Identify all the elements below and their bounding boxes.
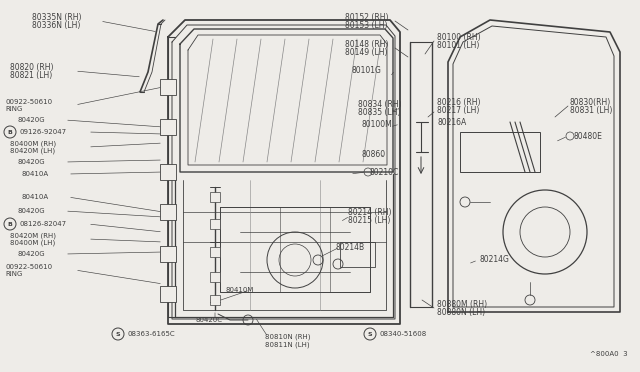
- Text: 80420M (LH): 80420M (LH): [10, 148, 55, 154]
- Text: 80152 (RH): 80152 (RH): [345, 13, 388, 22]
- Text: 80101 (LH): 80101 (LH): [437, 41, 479, 49]
- Text: 00922-50610: 00922-50610: [5, 264, 52, 270]
- FancyBboxPatch shape: [210, 295, 220, 305]
- Text: 80153 (LH): 80153 (LH): [345, 20, 387, 29]
- FancyBboxPatch shape: [160, 79, 176, 95]
- Text: 80214 (RH): 80214 (RH): [348, 208, 392, 217]
- Circle shape: [164, 250, 172, 258]
- Text: 80880N (LH): 80880N (LH): [437, 308, 485, 317]
- Text: 80335N (RH): 80335N (RH): [32, 13, 81, 22]
- Circle shape: [212, 274, 218, 280]
- Text: 80810N (RH): 80810N (RH): [265, 334, 310, 340]
- Text: 80400M (LH): 80400M (LH): [10, 240, 55, 246]
- Text: 80880M (RH): 80880M (RH): [437, 299, 487, 308]
- Circle shape: [164, 290, 172, 298]
- Text: RING: RING: [5, 271, 22, 277]
- Circle shape: [212, 249, 218, 255]
- Text: 80420M (RH): 80420M (RH): [10, 233, 56, 239]
- Text: 80821 (LH): 80821 (LH): [10, 71, 52, 80]
- FancyBboxPatch shape: [160, 119, 176, 135]
- Text: 80831 (LH): 80831 (LH): [570, 106, 612, 115]
- Text: 80215 (LH): 80215 (LH): [348, 215, 390, 224]
- Text: 80100M: 80100M: [362, 119, 393, 128]
- Text: 80101G: 80101G: [352, 65, 382, 74]
- Text: 08340-51608: 08340-51608: [379, 331, 426, 337]
- Text: 80100 (RH): 80100 (RH): [437, 32, 481, 42]
- Text: 80420G: 80420G: [18, 117, 45, 123]
- FancyBboxPatch shape: [210, 272, 220, 282]
- Text: 80830(RH): 80830(RH): [570, 97, 611, 106]
- Text: 80410M: 80410M: [225, 287, 253, 293]
- Text: B: B: [8, 129, 12, 135]
- Text: 80217 (LH): 80217 (LH): [437, 106, 479, 115]
- Text: 09126-92047: 09126-92047: [20, 129, 67, 135]
- Text: 80148 (RH): 80148 (RH): [345, 39, 388, 48]
- Text: 80420C: 80420C: [195, 317, 222, 323]
- Circle shape: [212, 297, 218, 303]
- FancyBboxPatch shape: [160, 286, 176, 302]
- Text: 80336N (LH): 80336N (LH): [32, 20, 81, 29]
- Text: 80834 (RH): 80834 (RH): [358, 99, 402, 109]
- FancyBboxPatch shape: [160, 164, 176, 180]
- Text: 80216A: 80216A: [437, 118, 467, 126]
- FancyBboxPatch shape: [210, 192, 220, 202]
- FancyBboxPatch shape: [160, 246, 176, 262]
- Text: 00922-50610: 00922-50610: [5, 99, 52, 105]
- Text: B: B: [8, 221, 12, 227]
- Text: S: S: [368, 331, 372, 337]
- Circle shape: [212, 194, 218, 200]
- Text: 08126-82047: 08126-82047: [20, 221, 67, 227]
- Circle shape: [164, 83, 172, 91]
- FancyBboxPatch shape: [160, 204, 176, 220]
- Text: S: S: [116, 331, 120, 337]
- Text: 80420G: 80420G: [18, 251, 45, 257]
- Text: 80860: 80860: [362, 150, 386, 158]
- Text: 80835 (LH): 80835 (LH): [358, 108, 401, 116]
- Circle shape: [164, 123, 172, 131]
- Text: 80214G: 80214G: [480, 256, 510, 264]
- Text: 80149 (LH): 80149 (LH): [345, 48, 387, 57]
- Text: 80214B: 80214B: [335, 243, 364, 251]
- Text: 80400M (RH): 80400M (RH): [10, 141, 56, 147]
- Text: ^800A0  3: ^800A0 3: [590, 351, 628, 357]
- Text: RING: RING: [5, 106, 22, 112]
- Text: 80480E: 80480E: [574, 131, 603, 141]
- Text: 80420G: 80420G: [18, 159, 45, 165]
- Text: 80811N (LH): 80811N (LH): [265, 342, 310, 348]
- FancyBboxPatch shape: [210, 219, 220, 229]
- Text: 80216 (RH): 80216 (RH): [437, 97, 481, 106]
- Text: 80410A: 80410A: [22, 171, 49, 177]
- Text: 08363-6165C: 08363-6165C: [127, 331, 175, 337]
- FancyBboxPatch shape: [210, 247, 220, 257]
- Text: 80210C: 80210C: [370, 167, 399, 176]
- Circle shape: [164, 208, 172, 216]
- Text: 80820 (RH): 80820 (RH): [10, 62, 54, 71]
- Circle shape: [164, 168, 172, 176]
- Circle shape: [212, 221, 218, 227]
- Text: 80420G: 80420G: [18, 208, 45, 214]
- Text: 80410A: 80410A: [22, 194, 49, 200]
